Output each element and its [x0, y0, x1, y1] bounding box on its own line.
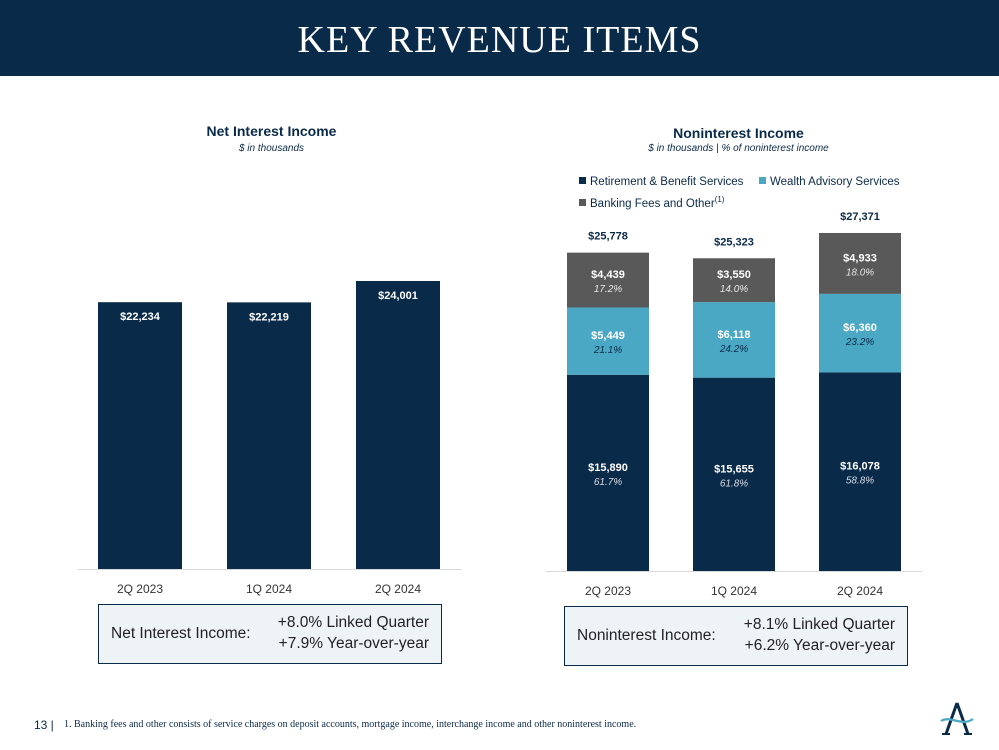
nonint-segment-percent-label: 24.2% [719, 344, 748, 355]
nonint-bar-segment [819, 372, 901, 571]
nonint-segment-value-label: $6,360 [843, 322, 877, 334]
nonint-summary-year-over-year: +6.2% Year-over-year [744, 637, 895, 654]
nonint-segment-percent-label: 14.0% [720, 284, 748, 295]
nii-x-tick-label: 2Q 2023 [117, 582, 163, 596]
nonint-segment-value-label: $16,078 [840, 461, 880, 473]
nonint-segment-value-label: $6,118 [717, 329, 750, 341]
legend-item-banking: Banking Fees and Other(1) [579, 195, 724, 210]
nii-data-label: $22,219 [249, 311, 289, 323]
nii-summary-box: Net Interest Income: +8.0% Linked Quarte… [98, 604, 442, 664]
nonint-segment-percent-label: 61.8% [720, 478, 748, 489]
legend-label-retirement: Retirement & Benefit Services [590, 176, 744, 188]
nonint-bar-segment [567, 252, 649, 308]
nonint-bar-segment [693, 377, 775, 571]
nonint-chart-subtitle: $ in thousands | % of noninterest income [648, 143, 829, 154]
nii-bar [98, 302, 182, 569]
page-title: KEY REVENUE ITEMS [297, 19, 702, 61]
nii-summary-year-over-year: +7.9% Year-over-year [278, 635, 429, 652]
nonint-bar-segment [567, 374, 649, 571]
nii-data-label: $24,001 [378, 290, 418, 302]
nonint-summary-linked-quarter: +8.1% Linked Quarter [743, 616, 895, 633]
legend-item-wealth: Wealth Advisory Services [759, 176, 900, 188]
nii-x-tick-label: 1Q 2024 [246, 582, 292, 596]
nonint-total-label: $27,371 [840, 211, 880, 223]
nonint-summary-label: Noninterest Income: [577, 627, 716, 644]
nonint-x-tick-label: 2Q 2024 [837, 584, 883, 598]
nonint-bar-segment [819, 293, 901, 373]
nonint-summary-box: Noninterest Income: +8.1% Linked Quarter… [564, 606, 908, 666]
nonint-segment-value-label: $4,439 [591, 269, 625, 281]
nonint-bar-segment [693, 302, 775, 378]
nii-chart-subtitle: $ in thousands [238, 143, 305, 154]
nii-data-label: $22,234 [120, 311, 161, 323]
nonint-segment-value-label: $4,933 [843, 252, 877, 264]
company-logo-icon [940, 702, 974, 735]
nii-chart-title: Net Interest Income [206, 123, 337, 139]
nii-summary-linked-quarter: +8.0% Linked Quarter [277, 614, 429, 631]
nonint-segment-value-label: $5,449 [591, 330, 625, 342]
legend-item-retirement: Retirement & Benefit Services [579, 176, 743, 188]
nonint-x-tick-label: 2Q 2023 [585, 584, 631, 598]
nonint-segment-percent-label: 23.2% [845, 337, 874, 348]
header-bar: KEY REVENUE ITEMS [0, 0, 999, 76]
legend-footnote-mark: (1) [714, 195, 725, 204]
legend-label-wealth: Wealth Advisory Services [770, 176, 900, 188]
nonint-x-tick-label: 1Q 2024 [711, 584, 757, 598]
nii-bar [356, 280, 440, 569]
legend-swatch-wealth [759, 177, 766, 184]
nonint-chart-title: Noninterest Income [673, 125, 804, 141]
nonint-bar-segment [819, 232, 901, 294]
nonint-total-label: $25,778 [588, 231, 628, 243]
page-number: 13 | [34, 718, 54, 732]
legend-label-banking: Banking Fees and Other [590, 197, 715, 210]
nonint-bar-segment [567, 307, 649, 375]
nonint-segment-percent-label: 18.0% [846, 267, 874, 278]
footnote: 1. Banking fees and other consists of se… [64, 719, 637, 730]
nonint-total-label: $25,323 [714, 236, 754, 248]
nonint-segment-percent-label: 17.2% [594, 284, 622, 295]
nii-bar [227, 302, 311, 569]
nonint-segment-percent-label: 61.7% [594, 477, 622, 488]
nonint-segment-percent-label: 58.8% [846, 476, 874, 487]
nonint-bar-segment [693, 258, 775, 303]
legend-swatch-retirement [579, 177, 586, 184]
legend-swatch-banking [579, 198, 586, 206]
nonint-segment-percent-label: 21.1% [593, 345, 622, 356]
nii-x-tick-label: 2Q 2024 [375, 582, 421, 596]
nonint-segment-value-label: $15,890 [588, 462, 628, 474]
nonint-segment-value-label: $15,655 [714, 463, 754, 475]
nii-summary-label: Net Interest Income: [111, 625, 251, 642]
nonint-segment-value-label: $3,550 [717, 269, 751, 281]
